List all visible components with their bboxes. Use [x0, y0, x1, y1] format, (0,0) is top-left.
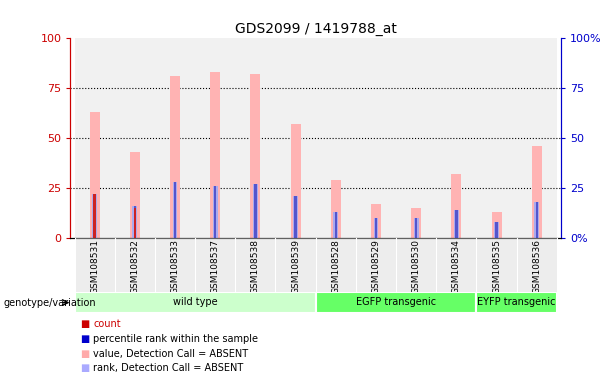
- Text: GSM108536: GSM108536: [532, 239, 541, 294]
- Bar: [130, 152, 140, 238]
- Bar: [294, 196, 297, 238]
- Title: GDS2099 / 1419788_at: GDS2099 / 1419788_at: [235, 22, 397, 36]
- Bar: [132, 206, 137, 238]
- Bar: [356, 38, 396, 238]
- Bar: [517, 38, 557, 238]
- Bar: [174, 182, 176, 238]
- Bar: [93, 194, 96, 238]
- Bar: [396, 238, 436, 292]
- Bar: [214, 186, 216, 238]
- Bar: [316, 238, 356, 292]
- Text: GSM108533: GSM108533: [170, 239, 180, 294]
- Bar: [195, 38, 235, 238]
- Bar: [75, 292, 316, 313]
- Text: GSM108530: GSM108530: [412, 239, 421, 294]
- Text: GSM108538: GSM108538: [251, 239, 260, 294]
- Bar: [331, 180, 341, 238]
- Bar: [134, 206, 136, 238]
- Bar: [75, 38, 115, 238]
- Bar: [333, 212, 338, 238]
- Bar: [250, 74, 261, 238]
- Bar: [411, 208, 421, 238]
- Bar: [436, 38, 476, 238]
- Bar: [155, 38, 195, 238]
- Text: value, Detection Call = ABSENT: value, Detection Call = ABSENT: [93, 349, 248, 359]
- Bar: [494, 222, 499, 238]
- Bar: [451, 174, 462, 238]
- Bar: [495, 222, 498, 238]
- Bar: [371, 204, 381, 238]
- Bar: [291, 124, 300, 238]
- Text: GSM108535: GSM108535: [492, 239, 501, 294]
- Text: GSM108528: GSM108528: [331, 239, 340, 294]
- Bar: [89, 112, 100, 238]
- Text: ■: ■: [80, 319, 89, 329]
- Text: wild type: wild type: [173, 297, 218, 308]
- Bar: [235, 238, 275, 292]
- Bar: [195, 238, 235, 292]
- Bar: [93, 194, 96, 238]
- Text: GSM108531: GSM108531: [90, 239, 99, 294]
- Bar: [92, 194, 97, 238]
- Text: GSM108537: GSM108537: [211, 239, 219, 294]
- Bar: [436, 238, 476, 292]
- Bar: [517, 238, 557, 292]
- Bar: [536, 202, 538, 238]
- Text: percentile rank within the sample: percentile rank within the sample: [93, 334, 258, 344]
- Bar: [492, 212, 501, 238]
- Bar: [476, 238, 517, 292]
- Bar: [476, 38, 517, 238]
- Text: EYFP transgenic: EYFP transgenic: [478, 297, 556, 308]
- Text: GSM108534: GSM108534: [452, 239, 461, 294]
- Bar: [254, 184, 257, 238]
- Bar: [75, 238, 115, 292]
- Bar: [335, 212, 337, 238]
- Bar: [531, 146, 542, 238]
- Bar: [476, 292, 557, 313]
- Bar: [535, 202, 539, 238]
- Bar: [316, 292, 476, 313]
- Bar: [415, 218, 417, 238]
- Bar: [275, 238, 316, 292]
- Bar: [293, 196, 298, 238]
- Text: GSM108529: GSM108529: [371, 239, 381, 294]
- Text: EGFP transgenic: EGFP transgenic: [356, 297, 436, 308]
- Text: GSM108539: GSM108539: [291, 239, 300, 294]
- Bar: [253, 184, 258, 238]
- Bar: [155, 238, 195, 292]
- Bar: [414, 218, 419, 238]
- Bar: [454, 210, 459, 238]
- Bar: [375, 218, 377, 238]
- Text: ■: ■: [80, 349, 89, 359]
- Text: GSM108532: GSM108532: [131, 239, 139, 294]
- Bar: [235, 38, 275, 238]
- Bar: [134, 208, 136, 238]
- Bar: [115, 238, 155, 292]
- Text: genotype/variation: genotype/variation: [3, 298, 96, 308]
- Bar: [455, 210, 457, 238]
- Bar: [316, 38, 356, 238]
- Bar: [115, 38, 155, 238]
- Bar: [213, 186, 218, 238]
- Text: count: count: [93, 319, 121, 329]
- Bar: [373, 218, 378, 238]
- Bar: [210, 72, 220, 238]
- Bar: [170, 76, 180, 238]
- Bar: [396, 38, 436, 238]
- Bar: [356, 238, 396, 292]
- Text: ■: ■: [80, 334, 89, 344]
- Bar: [173, 182, 177, 238]
- Text: ■: ■: [80, 363, 89, 373]
- Bar: [275, 38, 316, 238]
- Text: rank, Detection Call = ABSENT: rank, Detection Call = ABSENT: [93, 363, 243, 373]
